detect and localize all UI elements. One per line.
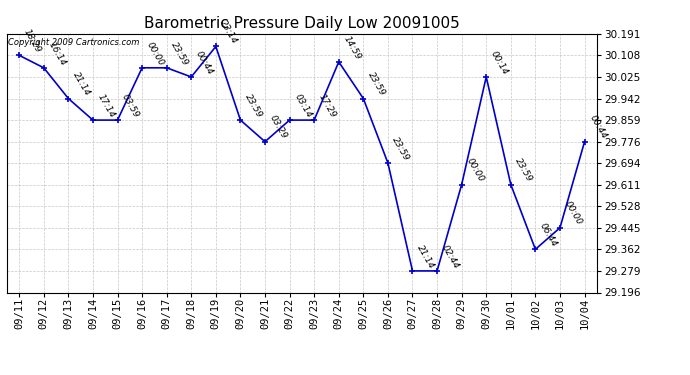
Text: 23:59: 23:59	[513, 157, 534, 184]
Text: 14:59: 14:59	[342, 34, 362, 61]
Text: 03:59: 03:59	[120, 92, 141, 119]
Text: 23:59: 23:59	[391, 135, 411, 162]
Text: 16:14: 16:14	[46, 40, 68, 67]
Text: 00:14: 00:14	[489, 49, 510, 76]
Text: 17:14: 17:14	[96, 92, 117, 119]
Text: 06:44: 06:44	[538, 222, 559, 249]
Text: 23:14: 23:14	[219, 19, 239, 46]
Text: 00:44: 00:44	[194, 49, 215, 76]
Text: 23:59: 23:59	[366, 71, 387, 98]
Text: 02:44: 02:44	[440, 243, 461, 270]
Text: 00:00: 00:00	[145, 40, 166, 67]
Text: 03:14: 03:14	[293, 92, 313, 119]
Text: 23:59: 23:59	[243, 92, 264, 119]
Text: 00:44: 00:44	[587, 114, 608, 141]
Title: Barometric Pressure Daily Low 20091005: Barometric Pressure Daily Low 20091005	[144, 16, 460, 31]
Text: 21:14: 21:14	[71, 71, 92, 98]
Text: 23:59: 23:59	[170, 40, 190, 67]
Text: 00:00: 00:00	[563, 200, 584, 227]
Text: 18:29: 18:29	[22, 27, 43, 54]
Text: 17:29: 17:29	[317, 92, 337, 119]
Text: 21:14: 21:14	[415, 243, 436, 270]
Text: Copyright 2009 Cartronics.com: Copyright 2009 Cartronics.com	[8, 38, 139, 46]
Text: 00:00: 00:00	[464, 157, 485, 184]
Text: 03:29: 03:29	[268, 114, 288, 141]
